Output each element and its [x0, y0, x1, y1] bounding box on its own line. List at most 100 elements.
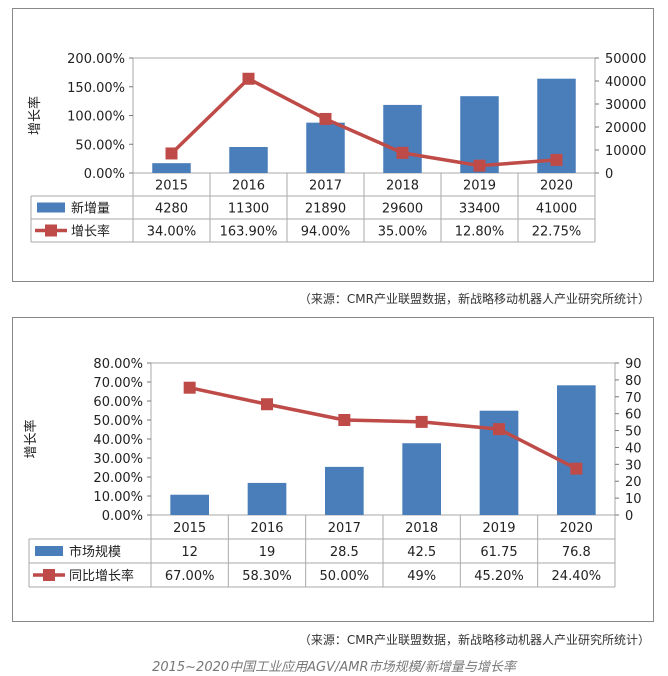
right-axis-tick-label: 50000	[605, 52, 646, 67]
plot-area	[150, 362, 616, 516]
legend-swatch-marker	[43, 569, 55, 581]
bar	[247, 482, 287, 515]
right-axis-tick-label: 0	[605, 167, 613, 182]
bar-value-label: 19	[259, 545, 276, 560]
line-marker	[338, 414, 351, 426]
bar	[557, 385, 596, 515]
left-axis-tick-label: 200.00%	[67, 52, 125, 67]
category-label: 2020	[540, 179, 573, 194]
right-axis-tick-label: 60	[625, 408, 642, 423]
line-marker	[550, 153, 563, 166]
category-label: 2019	[482, 521, 515, 536]
bar-value-label: 4280	[155, 202, 188, 217]
bar-value-label: 29600	[382, 202, 423, 217]
growth-line	[189, 385, 578, 471]
line-value-label: 50.00%	[320, 569, 370, 584]
bar-value-label: 21890	[305, 202, 346, 217]
line-marker	[165, 147, 178, 160]
line-value-label: 24.40%	[552, 569, 602, 584]
category-label: 2018	[386, 179, 419, 194]
left-axis-tick-label: 20.00%	[93, 471, 143, 486]
line-value-label: 49%	[407, 569, 436, 584]
left-axis-tick-label: 50.00%	[75, 138, 125, 153]
line-marker	[183, 381, 196, 394]
line-value-label: 35.00%	[378, 225, 428, 240]
category-label: 2015	[155, 179, 188, 194]
category-label: 2017	[309, 179, 342, 194]
line-value-label: 163.90%	[220, 225, 278, 240]
bar	[306, 122, 345, 173]
legend-label-line: 增长率	[71, 224, 110, 240]
category-label: 2016	[250, 521, 283, 536]
category-label: 2018	[405, 521, 438, 536]
source-note-1: （来源：CMR产业联盟数据，新战略移动机器人产业研究所统计）	[298, 292, 650, 306]
legend-label-bar: 市场规模	[69, 544, 121, 560]
chart-panel-market-size: 0.00% 10.00% 20.00% 30.00% 40.00% 50.00% 60.00…	[12, 317, 654, 622]
line-value-label: 22.75%	[532, 225, 582, 240]
left-axis-tick-label: 100.00%	[67, 110, 125, 125]
legend-label-bar: 新增量	[71, 201, 110, 217]
legend-swatch-marker	[45, 224, 57, 237]
line-value-label: 12.80%	[455, 225, 505, 240]
legend-swatch-bar	[35, 546, 63, 556]
line-marker	[319, 112, 332, 125]
bar	[152, 163, 191, 173]
combo-chart-new-units: 0.00% 50.00% 100.00% 150.00% 200.00% 0 10000 20…	[27, 52, 646, 243]
line-value-label: 34.00%	[147, 225, 197, 240]
right-axis-tick-label: 20000	[605, 121, 646, 136]
plot-area	[132, 57, 596, 174]
right-axis-tick-label: 20	[625, 475, 642, 490]
left-axis-tick-label: 150.00%	[67, 81, 125, 96]
legend-label-line: 同比增长率	[69, 568, 134, 584]
right-axis-tick-label: 10	[625, 492, 642, 507]
legend-swatch-bar	[37, 202, 65, 213]
chart-panel-new-units: 0.00% 50.00% 100.00% 150.00% 200.00% 0 10000 20…	[12, 8, 654, 282]
growth-line	[170, 77, 557, 168]
line-marker	[261, 398, 273, 411]
right-axis-tick-label: 40000	[605, 75, 646, 90]
left-axis-tick-label: 50.00%	[93, 414, 143, 429]
right-axis-tick-label: 30000	[605, 98, 646, 113]
bar	[229, 147, 268, 173]
right-axis-tick-label: 70	[625, 391, 642, 406]
line-value-label: 45.20%	[474, 569, 524, 584]
category-label: 2015	[173, 521, 206, 536]
line-value-label: 58.30%	[242, 569, 292, 584]
line-marker	[493, 423, 505, 436]
line-value-label: 94.00%	[301, 225, 351, 240]
right-axis-tick-label: 10000	[605, 144, 646, 159]
line-marker	[570, 462, 583, 475]
line-value-label: 67.00%	[165, 569, 215, 584]
left-axis-tick-label: 10.00%	[93, 490, 143, 505]
right-axis-tick-label: 80	[625, 374, 642, 389]
bar-value-label: 41000	[536, 202, 577, 217]
y-axis-title: 增长率	[27, 96, 43, 135]
bar-value-label: 42.5	[407, 545, 436, 560]
figure-caption: 2015~2020中国工业应用AGV/AMR市场规模/新增量与增长率	[152, 660, 516, 675]
line-marker	[396, 146, 409, 159]
line-marker	[415, 415, 428, 428]
right-axis-tick-label: 50	[625, 425, 642, 440]
category-label: 2017	[328, 521, 361, 536]
combo-chart-market-size: 0.00% 10.00% 20.00% 30.00% 40.00% 50.00% 60.00…	[23, 357, 642, 588]
bar	[383, 104, 422, 173]
bar	[170, 494, 209, 515]
right-axis-tick-label: 90	[625, 357, 642, 372]
right-axis-tick-label: 0	[625, 509, 633, 524]
bar	[325, 466, 364, 515]
left-axis-tick-label: 0.00%	[102, 509, 143, 524]
left-axis-tick-label: 30.00%	[93, 452, 143, 467]
bar-value-label: 76.8	[562, 545, 591, 560]
y-axis-title: 增长率	[23, 419, 39, 458]
right-axis-tick-label: 30	[625, 458, 642, 473]
left-axis-tick-label: 60.00%	[93, 395, 143, 410]
left-axis-tick-label: 70.00%	[93, 376, 143, 391]
left-axis-tick-label: 40.00%	[93, 433, 143, 448]
category-label: 2019	[463, 179, 496, 194]
right-axis-tick-label: 40	[625, 441, 642, 456]
bar	[402, 443, 441, 515]
source-note-2: （来源：CMR产业联盟数据，新战略移动机器人产业研究所统计）	[298, 633, 650, 647]
bar-value-label: 12	[181, 545, 198, 560]
left-axis-tick-label: 0.00%	[84, 167, 125, 182]
category-label: 2020	[560, 521, 593, 536]
